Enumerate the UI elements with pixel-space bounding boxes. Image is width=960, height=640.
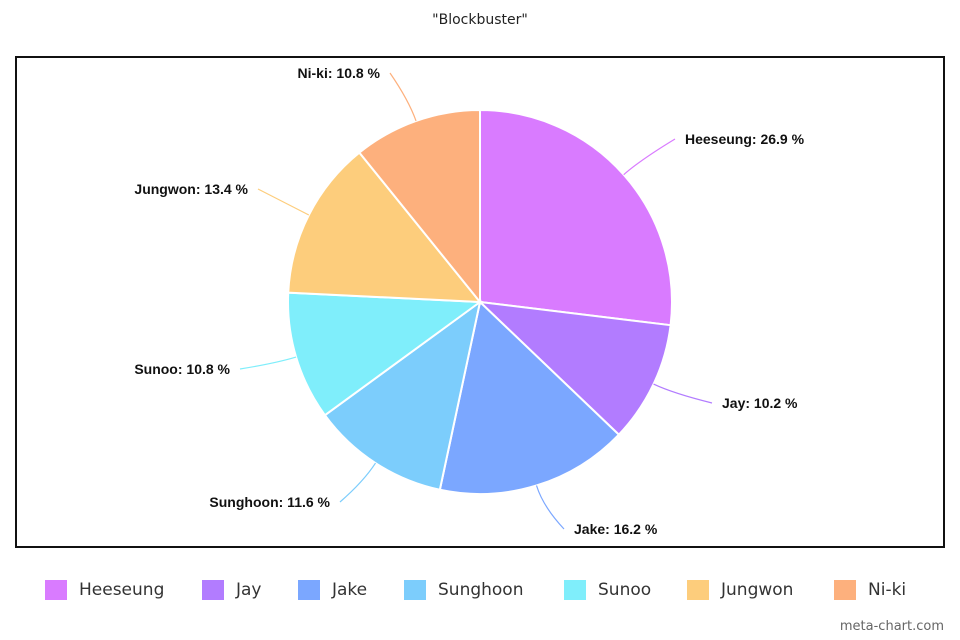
legend: Heeseung Jay Jake Sunghoon Sunoo Jungwon Ni-ki	[0, 577, 960, 603]
legend-swatch	[45, 580, 67, 600]
slice-data-label: Jay: 10.2 %	[722, 395, 798, 411]
pie-slice-heeseung[interactable]	[479, 108, 673, 327]
leader-line	[653, 383, 713, 404]
slice-data-label: Jungwon: 13.4 %	[134, 181, 248, 197]
slice-data-label: Jake: 16.2 %	[574, 521, 658, 537]
leader-line	[623, 138, 676, 176]
legend-label: Jake	[332, 580, 368, 600]
legend-swatch	[298, 580, 320, 600]
pie-slice-ni-ki[interactable]	[357, 108, 481, 305]
pie-slice-jungwon[interactable]	[287, 151, 483, 304]
slice-data-label: Sunoo: 10.8 %	[134, 361, 230, 377]
legend-item-sunghoon[interactable]: Sunghoon	[404, 577, 523, 603]
pie-slice-sunoo[interactable]	[287, 291, 483, 417]
legend-label: Jungwon	[721, 580, 794, 600]
leader-line	[535, 485, 565, 530]
legend-swatch	[404, 580, 426, 600]
leader-line	[339, 462, 377, 503]
leader-line	[257, 188, 310, 216]
legend-label: Jay	[236, 580, 262, 600]
legend-item-jungwon[interactable]: Jungwon	[687, 577, 793, 603]
slice-data-label: Ni-ki: 10.8 %	[298, 65, 381, 81]
leader-line	[239, 356, 297, 370]
legend-label: Heeseung	[79, 580, 165, 600]
slice-data-label: Sunghoon: 11.6 %	[209, 494, 330, 510]
slice-data-label: Heeseung: 26.9 %	[685, 131, 805, 147]
legend-label: Sunoo	[598, 580, 652, 600]
chart-title: "Blockbuster"	[432, 12, 528, 28]
legend-swatch	[202, 580, 224, 600]
legend-label: Sunghoon	[438, 580, 524, 600]
legend-item-ni-ki[interactable]: Ni-ki	[834, 577, 906, 603]
legend-swatch	[834, 580, 856, 600]
legend-swatch	[564, 580, 586, 600]
legend-item-heeseung[interactable]: Heeseung	[45, 577, 164, 603]
pie-slice-sunghoon[interactable]	[323, 299, 482, 491]
legend-item-jake[interactable]: Jake	[298, 577, 367, 603]
pie-slice-jay[interactable]	[477, 300, 672, 437]
leader-line	[389, 72, 417, 122]
legend-swatch	[687, 580, 709, 600]
pie-slice-jake[interactable]	[438, 300, 621, 495]
legend-label: Ni-ki	[868, 580, 907, 600]
pie-chart: Heeseung: 26.9 % Jay: 10.2 % Jake: 16.2 % S…	[134, 65, 805, 537]
legend-item-sunoo[interactable]: Sunoo	[564, 577, 651, 603]
watermark: meta-chart.com	[839, 619, 944, 634]
legend-item-jay[interactable]: Jay	[202, 577, 262, 603]
